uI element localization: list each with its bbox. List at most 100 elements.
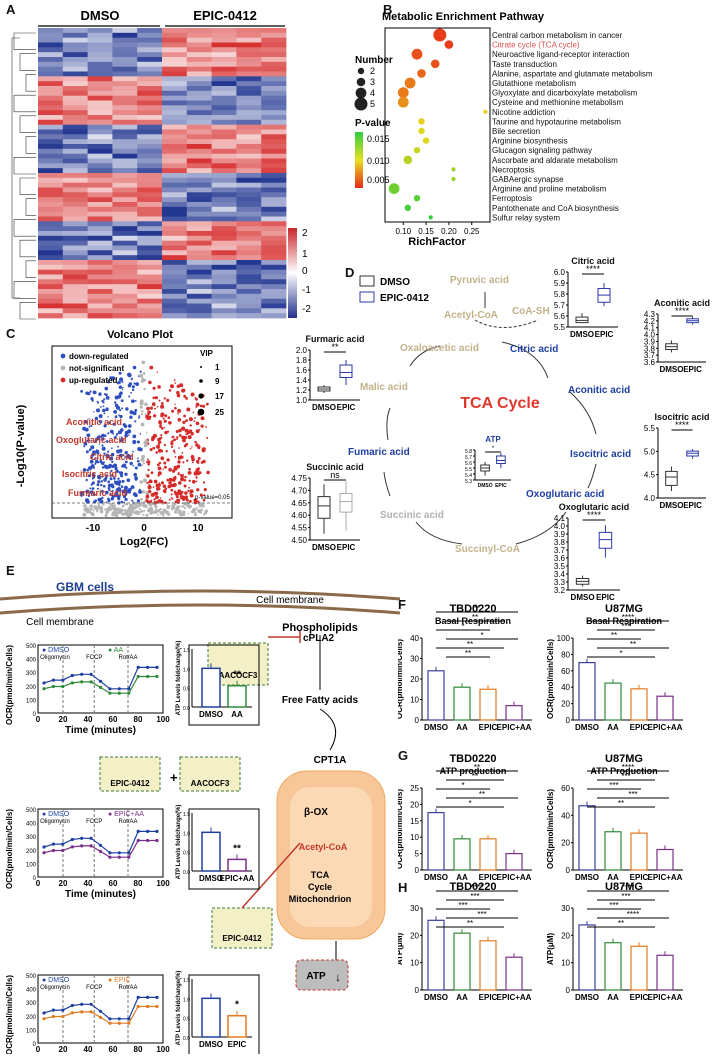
volcano-point [82, 426, 87, 431]
heatmap-cell [236, 76, 262, 82]
heatmap-cell [112, 202, 138, 208]
heatmap-cell [211, 37, 237, 43]
heatmap-cell [211, 134, 237, 140]
volcano-point [163, 490, 167, 494]
color-legend-title: P-value [355, 118, 391, 129]
volcano-point [118, 430, 122, 435]
volcano-point [170, 483, 174, 488]
volcano-point [105, 474, 108, 477]
heatmap-cell [186, 313, 212, 319]
volcano-point [158, 448, 160, 451]
enrichment-dot [411, 48, 423, 60]
heatmap-cell [38, 105, 64, 111]
heatmap-cell [38, 129, 64, 135]
heatmap-cell [87, 42, 113, 48]
volcano-xlabel: Log2(FC) [120, 536, 169, 548]
heatmap-cell [87, 216, 113, 222]
vip-25: 25 [215, 408, 224, 417]
volcano-point [189, 504, 192, 508]
heatmap-cell [261, 110, 287, 116]
heatmap-cell [236, 173, 262, 179]
heatmap-cell [112, 173, 138, 179]
heatmap-cell [87, 148, 113, 154]
volcano-point [185, 419, 188, 422]
heatmap-cell [62, 173, 88, 179]
heatmap-cell [62, 32, 88, 38]
ocr-xtick: 60 [109, 1045, 118, 1054]
bar-ytick: 10 [410, 696, 419, 705]
heatmap-cell [62, 105, 88, 111]
volcano-point [118, 486, 121, 489]
heatmap-cell [137, 260, 163, 266]
heatmap-cell [186, 206, 212, 212]
ocr-legend-2: ● EPIC+AA [108, 811, 144, 818]
sig-label: ** [474, 604, 480, 613]
heatmap-cell [261, 250, 287, 256]
bar [656, 848, 674, 871]
heatmap-cell [236, 245, 262, 251]
boxplot-category: DMSO [312, 543, 336, 552]
volcano-point [146, 474, 150, 478]
bar-ylabel: OCR(pmol/min/Cells) [546, 639, 555, 719]
volcano-point [124, 489, 128, 493]
bar-ytick: 10 [410, 833, 419, 842]
heatmap-cell [87, 303, 113, 309]
dendrogram-branch [19, 53, 36, 71]
atp-ytick: 1.0 [183, 831, 190, 837]
atp-frame [188, 644, 260, 726]
volcano-point [164, 510, 168, 513]
volcano-point [134, 420, 137, 423]
heatmap-cell [186, 148, 212, 154]
heatmap-cell [186, 279, 212, 285]
heatmap-cell [137, 32, 163, 38]
volcano-point [158, 461, 162, 465]
volcano-point [149, 500, 153, 503]
volcano-point [100, 406, 102, 408]
enrichment-dot [483, 109, 488, 114]
volcano-point [176, 464, 181, 469]
heatmap-cell [137, 110, 163, 116]
heatmap-cell [162, 216, 188, 222]
heatmap-cell [186, 260, 212, 266]
heatmap-cell [112, 163, 138, 169]
volcano-point [196, 459, 200, 464]
boxplot-sig: * [492, 446, 495, 452]
volcano-point [166, 458, 170, 462]
volcano-point [194, 397, 197, 399]
volcano-point [183, 479, 187, 482]
heatmap-cell [186, 197, 212, 203]
panel-label-a: A [6, 2, 16, 17]
heatmap-cell [38, 245, 64, 251]
injection-label: Oligomycin [40, 819, 70, 825]
volcano-point [98, 435, 101, 437]
volcano-point [195, 476, 198, 479]
volcano-point [124, 497, 128, 501]
heatmap-cell [38, 202, 64, 208]
bar [427, 919, 445, 991]
boxplot-tick-label: 5.8 [554, 290, 566, 299]
heatmap-cell [62, 269, 88, 275]
bar-ytick: 0 [415, 716, 420, 725]
volcano-point [174, 456, 177, 458]
volcano-point [107, 441, 109, 443]
heatmap-cell [87, 173, 113, 179]
volcano-point [177, 498, 181, 502]
heatmap-cell [38, 100, 64, 106]
bar-category: EPIC [630, 873, 649, 882]
volcano-point [173, 379, 176, 382]
volcano-point [163, 397, 166, 400]
heatmap-cell [261, 255, 287, 261]
heatmap-cell [261, 202, 287, 208]
heatmap-cell [211, 71, 237, 77]
volcano-point [122, 454, 125, 456]
boxplot-tick-label: 4.1 [644, 324, 656, 333]
drug-label-epic-1: EPIC-0412 [110, 779, 150, 788]
volcano-xtick-0: 0 [141, 523, 147, 534]
volcano-point [99, 509, 104, 514]
volcano-point [133, 382, 136, 385]
volcano-point [156, 463, 160, 467]
heatmap-cell [87, 71, 113, 77]
enrichment-pathway-label: Central carbon metabolism in cancer [492, 31, 623, 40]
atp-frame [188, 808, 260, 890]
bar-ytick: 20 [410, 675, 419, 684]
